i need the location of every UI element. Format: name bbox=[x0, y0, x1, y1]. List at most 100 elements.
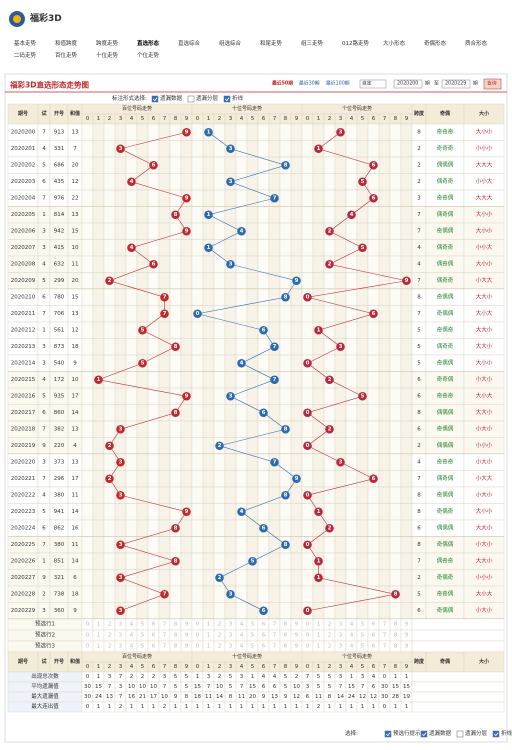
preselect-digit[interactable]: 9 bbox=[295, 622, 299, 628]
preselect-digit[interactable]: 3 bbox=[229, 622, 233, 628]
preselect-digit[interactable]: 4 bbox=[130, 644, 134, 650]
preselect-digit[interactable]: 7 bbox=[273, 622, 277, 628]
period-link[interactable]: 最近100期 bbox=[326, 80, 350, 87]
preselect-digit[interactable]: 9 bbox=[405, 622, 409, 628]
preselect-digit[interactable]: 6 bbox=[262, 622, 266, 628]
preselect-digit[interactable]: 7 bbox=[383, 622, 387, 628]
preselect-digit[interactable]: 4 bbox=[130, 633, 134, 639]
preselect-digit[interactable]: 6 bbox=[152, 644, 156, 650]
preselect-digit[interactable]: 1 bbox=[97, 633, 101, 639]
preselect-digit[interactable]: 5 bbox=[361, 622, 365, 628]
preselect-digit[interactable]: 4 bbox=[240, 633, 244, 639]
preselect-digit[interactable]: 3 bbox=[339, 633, 343, 639]
nav-link[interactable]: 和尾走势 bbox=[260, 39, 283, 47]
period-link[interactable]: 最近30期 bbox=[299, 80, 320, 87]
nav-link[interactable]: 跨度走势 bbox=[96, 39, 119, 47]
preselect-digit[interactable]: 2 bbox=[328, 644, 332, 650]
checkbox[interactable] bbox=[456, 730, 464, 738]
preselect-digit[interactable]: 1 bbox=[317, 622, 321, 628]
preselect-digit[interactable]: 8 bbox=[394, 622, 398, 628]
preselect-digit[interactable]: 5 bbox=[361, 644, 365, 650]
preselect-digit[interactable]: 8 bbox=[394, 633, 398, 639]
preselect-digit[interactable]: 0 bbox=[306, 644, 310, 650]
preselect-digit[interactable]: 0 bbox=[86, 633, 90, 639]
preselect-digit[interactable]: 0 bbox=[306, 622, 310, 628]
preselect-digit[interactable]: 3 bbox=[119, 633, 123, 639]
preselect-digit[interactable]: 9 bbox=[405, 644, 409, 650]
preselect-digit[interactable]: 8 bbox=[174, 622, 178, 628]
checkbox[interactable] bbox=[223, 95, 231, 103]
preselect-digit[interactable]: 2 bbox=[108, 644, 112, 650]
preselect-digit[interactable]: 9 bbox=[405, 633, 409, 639]
preselect-digit[interactable]: 4 bbox=[350, 644, 354, 650]
preselect-digit[interactable]: 0 bbox=[86, 644, 90, 650]
preselect-digit[interactable]: 8 bbox=[284, 633, 288, 639]
nav-link[interactable]: 个位走势 bbox=[137, 51, 160, 59]
preselect-digit[interactable]: 9 bbox=[185, 633, 189, 639]
preselect-digit[interactable]: 6 bbox=[152, 633, 156, 639]
preselect-digit[interactable]: 1 bbox=[97, 644, 101, 650]
preselect-digit[interactable]: 8 bbox=[174, 644, 178, 650]
query-button[interactable] bbox=[483, 78, 502, 90]
nav-link[interactable]: 和值跨度 bbox=[55, 39, 78, 47]
nav-link[interactable]: 组三走势 bbox=[301, 39, 324, 47]
checkbox[interactable] bbox=[384, 730, 392, 738]
preselect-digit[interactable]: 7 bbox=[383, 633, 387, 639]
preselect-digit[interactable]: 6 bbox=[372, 644, 376, 650]
preselect-digit[interactable]: 0 bbox=[306, 633, 310, 639]
preselect-digit[interactable]: 2 bbox=[328, 633, 332, 639]
preselect-digit[interactable]: 3 bbox=[229, 633, 233, 639]
preselect-digit[interactable]: 8 bbox=[394, 644, 398, 650]
preselect-digit[interactable]: 5 bbox=[141, 622, 145, 628]
preselect-digit[interactable]: 0 bbox=[196, 644, 200, 650]
preselect-digit[interactable]: 7 bbox=[383, 644, 387, 650]
preselect-digit[interactable]: 7 bbox=[163, 622, 167, 628]
preselect-digit[interactable]: 9 bbox=[295, 644, 299, 650]
preselect-digit[interactable]: 1 bbox=[207, 622, 211, 628]
preselect-digit[interactable]: 1 bbox=[317, 644, 321, 650]
preselect-digit[interactable]: 4 bbox=[350, 622, 354, 628]
preselect-digit[interactable]: 2 bbox=[108, 622, 112, 628]
preselect-digit[interactable]: 5 bbox=[141, 644, 145, 650]
preselect-digit[interactable]: 0 bbox=[86, 622, 90, 628]
preselect-digit[interactable]: 8 bbox=[174, 633, 178, 639]
period-link[interactable]: 最近50期 bbox=[272, 80, 293, 87]
preselect-digit[interactable]: 1 bbox=[207, 644, 211, 650]
preselect-digit[interactable]: 5 bbox=[141, 633, 145, 639]
preselect-digit[interactable]: 8 bbox=[284, 622, 288, 628]
preselect-digit[interactable]: 3 bbox=[119, 644, 123, 650]
preselect-digit[interactable]: 5 bbox=[251, 622, 255, 628]
preselect-digit[interactable]: 7 bbox=[163, 644, 167, 650]
checkbox[interactable] bbox=[420, 730, 428, 738]
nav-link[interactable]: 直选形态 bbox=[137, 39, 160, 47]
select-box[interactable] bbox=[359, 79, 387, 89]
preselect-digit[interactable]: 3 bbox=[339, 622, 343, 628]
preselect-digit[interactable]: 9 bbox=[295, 633, 299, 639]
preselect-digit[interactable]: 2 bbox=[218, 622, 222, 628]
preselect-digit[interactable]: 1 bbox=[317, 633, 321, 639]
preselect-digit[interactable]: 6 bbox=[262, 644, 266, 650]
nav-link[interactable]: 二码走势 bbox=[14, 51, 37, 59]
nav-link[interactable]: 质合形态 bbox=[465, 39, 488, 47]
preselect-digit[interactable]: 1 bbox=[97, 622, 101, 628]
preselect-digit[interactable]: 9 bbox=[185, 622, 189, 628]
preselect-digit[interactable]: 7 bbox=[273, 633, 277, 639]
preselect-digit[interactable]: 3 bbox=[119, 622, 123, 628]
preselect-digit[interactable]: 3 bbox=[229, 644, 233, 650]
preselect-digit[interactable]: 4 bbox=[130, 622, 134, 628]
preselect-digit[interactable]: 5 bbox=[361, 633, 365, 639]
preselect-digit[interactable]: 0 bbox=[196, 633, 200, 639]
preselect-digit[interactable]: 6 bbox=[372, 633, 376, 639]
preselect-digit[interactable]: 6 bbox=[262, 633, 266, 639]
preselect-digit[interactable]: 3 bbox=[339, 644, 343, 650]
preselect-digit[interactable]: 0 bbox=[196, 622, 200, 628]
preselect-digit[interactable]: 2 bbox=[328, 622, 332, 628]
nav-link[interactable]: 奇偶形态 bbox=[424, 39, 447, 47]
nav-link[interactable]: 百位走势 bbox=[55, 51, 78, 59]
preselect-digit[interactable]: 2 bbox=[108, 633, 112, 639]
nav-link[interactable]: 基本走势 bbox=[14, 39, 37, 47]
checkbox[interactable] bbox=[492, 730, 500, 738]
nav-link[interactable]: 十位走势 bbox=[96, 51, 119, 59]
preselect-digit[interactable]: 4 bbox=[240, 644, 244, 650]
nav-link[interactable]: 组选综合 bbox=[219, 39, 242, 47]
